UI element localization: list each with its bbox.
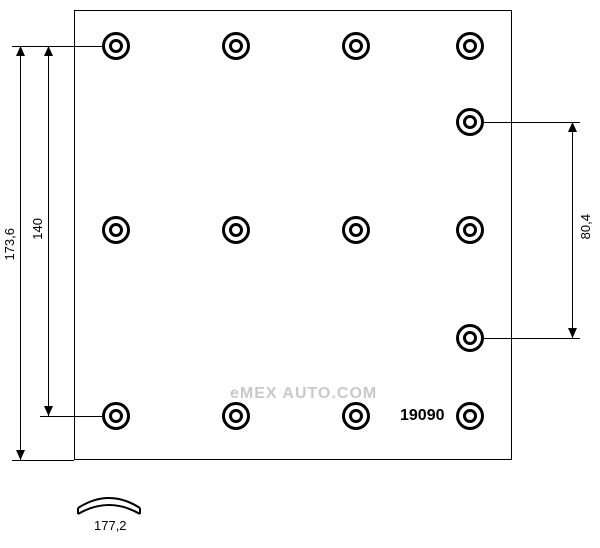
hole (222, 216, 250, 244)
hole (456, 108, 484, 136)
part-id-label: 19090 (400, 407, 445, 425)
hole (222, 402, 250, 430)
watermark: eMEX AUTO.COM (230, 385, 377, 403)
hole (222, 32, 250, 60)
ext-line (484, 338, 580, 339)
arrow (568, 122, 577, 132)
dim-label-left-outer: 173,6 (2, 228, 17, 261)
hole (102, 402, 130, 430)
ext-line (40, 416, 102, 417)
arrow (16, 46, 25, 56)
ext-line (12, 460, 74, 461)
ext-line (12, 46, 102, 47)
hole (102, 216, 130, 244)
hole (456, 32, 484, 60)
arrow (44, 406, 53, 416)
arrow (44, 46, 53, 56)
dim-label-right: 80,4 (578, 214, 593, 239)
hole (456, 324, 484, 352)
hole (342, 216, 370, 244)
curvature-icon (74, 486, 144, 516)
dim-line-left-outer (20, 46, 21, 460)
drawing-canvas: eMEX AUTO.COM 19090 173,6 140 80,4 177,2 (0, 0, 600, 548)
dim-label-left-inner: 140 (30, 218, 45, 240)
hole (102, 32, 130, 60)
dim-label-curvature: 177,2 (94, 518, 127, 533)
arrow (16, 450, 25, 460)
hole (456, 402, 484, 430)
dim-line-left-inner (48, 46, 49, 416)
ext-line (484, 122, 580, 123)
hole (456, 216, 484, 244)
arrow (568, 328, 577, 338)
dim-line-right (572, 122, 573, 338)
hole (342, 402, 370, 430)
hole (342, 32, 370, 60)
